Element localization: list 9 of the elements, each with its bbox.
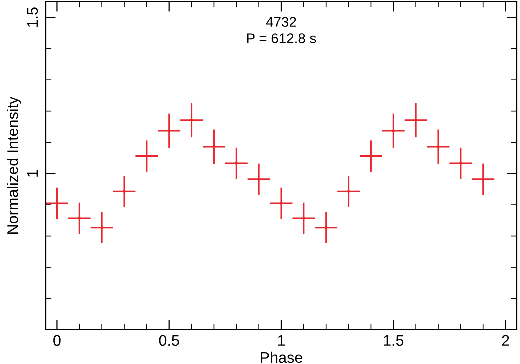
x-tick-label: 1 — [278, 335, 286, 346]
x-tick-label: 0.5 — [159, 335, 180, 346]
annotation: P = 612.8 s — [247, 34, 316, 44]
x-tick-label: 2 — [502, 335, 510, 346]
annotation: 4732 — [266, 17, 296, 28]
x-tick-label: 1.5 — [384, 335, 404, 346]
x-tick-label: 0 — [54, 335, 61, 346]
y-axis-title: Normalized Intensity — [7, 96, 22, 234]
x-axis-title: Phase — [261, 352, 302, 364]
